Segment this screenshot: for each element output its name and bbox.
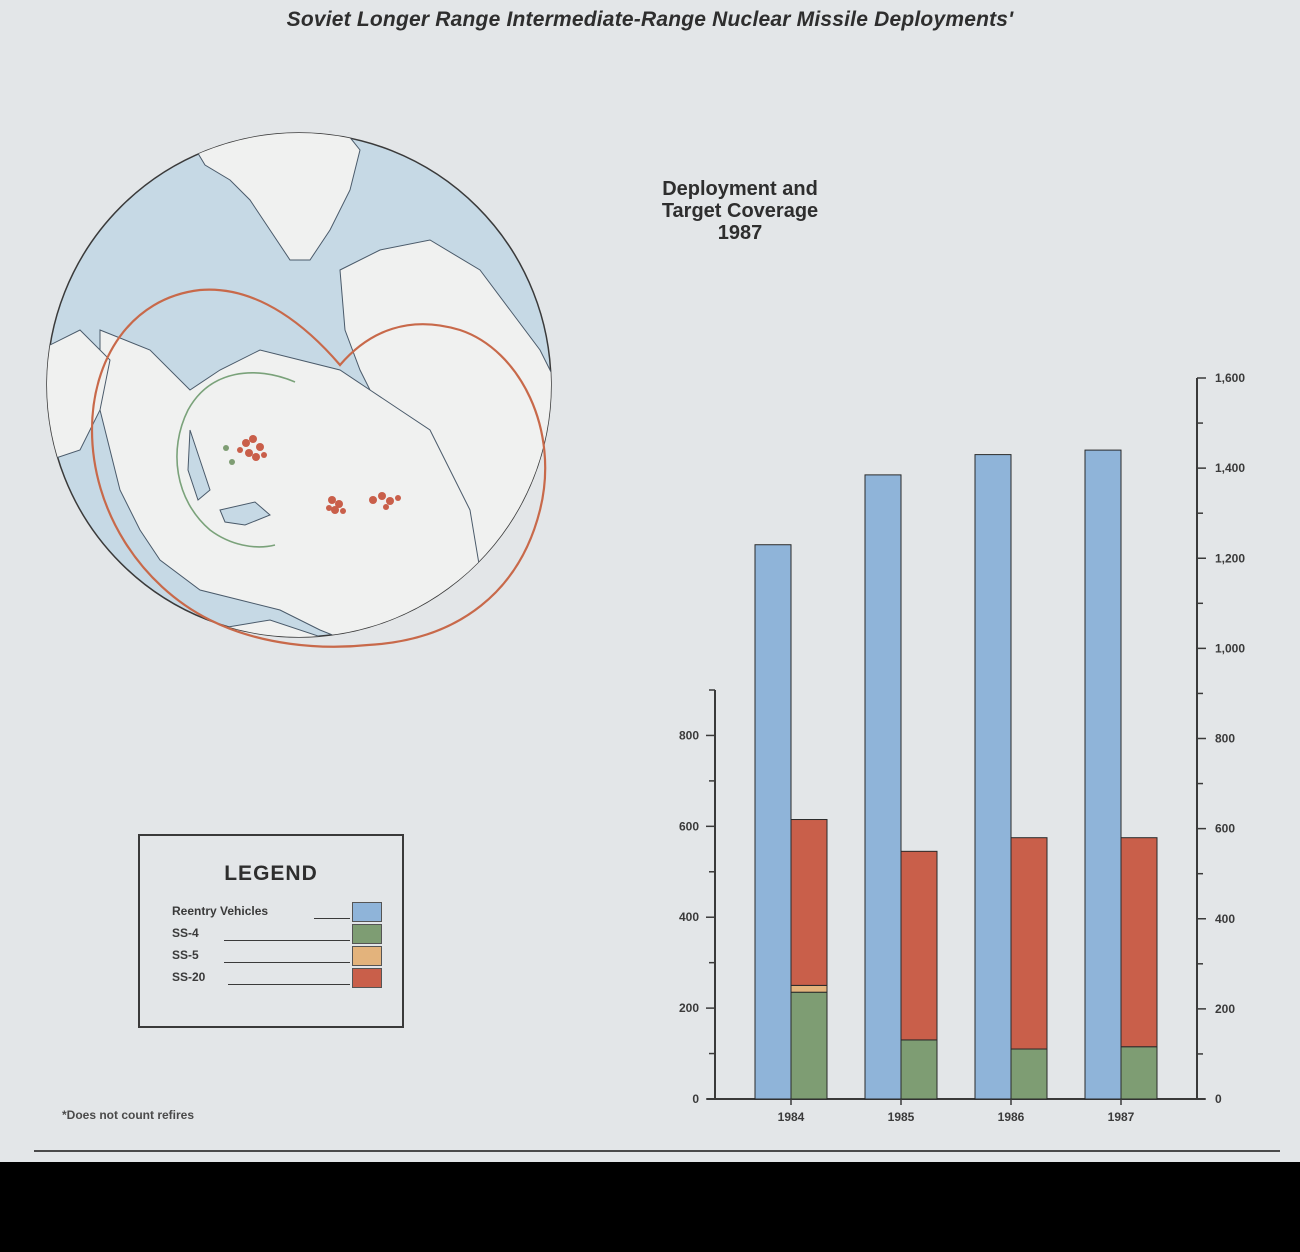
footnote: *Does not count refires: [62, 1108, 195, 1122]
left-axis-tick-label: 800: [679, 728, 699, 742]
left-axis-tick-label: 600: [679, 819, 699, 833]
right-axis-tick-label: 1,600: [1215, 371, 1245, 385]
legend-leader-line: [224, 962, 350, 963]
legend-swatch: [352, 924, 382, 944]
bar-reentry-vehicles: [864, 474, 902, 1100]
left-axis-tick-label: 400: [679, 910, 699, 924]
x-axis-tick-label: 1987: [1108, 1110, 1135, 1124]
legend-item-ss-20: SS-20: [172, 968, 382, 988]
legend-leader-line: [228, 984, 350, 985]
legend: LEGEND Reentry Vehicles SS-4 SS-5 SS-20: [138, 834, 404, 1028]
bar-reentry-vehicles: [754, 544, 792, 1100]
legend-label: SS-5: [172, 948, 199, 962]
legend-leader-line: [314, 918, 350, 919]
bottom-band: [0, 1162, 1300, 1252]
legend-swatch: [352, 946, 382, 966]
map-caption-line-3: 1987: [717, 222, 763, 244]
left-axis-tick-label: 0: [692, 1092, 699, 1106]
divider-rule: [34, 1150, 1280, 1152]
bar-segment-ss-4: [1120, 1046, 1158, 1100]
bar-segment-ss-4: [790, 991, 828, 1100]
bar-segment-ss-20: [900, 850, 938, 1041]
right-axis-tick-label: 1,000: [1215, 641, 1245, 655]
caspian-sea: [187, 429, 211, 501]
right-axis-tick-label: 600: [1215, 822, 1235, 836]
ss20-deployment-sites: [237, 435, 401, 514]
bar-reentry-vehicles: [1084, 449, 1122, 1100]
page-title: Soviet Longer Range Intermediate-Range N…: [286, 8, 1014, 31]
legend-swatch: [352, 968, 382, 988]
slide: Soviet Longer Range Intermediate-Range N…: [34, 8, 1280, 1152]
legend-label: SS-4: [172, 926, 199, 940]
legend-item-reentry-vehicles: Reentry Vehicles: [172, 902, 382, 922]
x-axis-tick-label: 1984: [778, 1110, 805, 1124]
right-axis-tick-label: 0: [1215, 1092, 1222, 1106]
coverage-outline: [90, 288, 547, 648]
legend-label: SS-20: [172, 970, 206, 984]
right-axis-tick-label: 1,200: [1215, 551, 1245, 565]
legend-item-ss-4: SS-4: [172, 924, 382, 944]
legend-leader-line: [224, 940, 350, 941]
bar-segment-ss-4: [1010, 1048, 1048, 1100]
right-axis-tick-label: 1,400: [1215, 461, 1245, 475]
map-caption: Deployment and Target Coverage 1987: [600, 178, 880, 244]
ss4-range-arc: [176, 372, 296, 548]
bar-reentry-vehicles: [974, 454, 1012, 1100]
bar-segment-ss-20: [1010, 837, 1048, 1050]
coverage-globe-map: [46, 132, 552, 648]
bar-segment-ss-4: [900, 1039, 938, 1100]
legend-label: Reentry Vehicles: [172, 904, 269, 918]
x-axis-tick-label: 1986: [998, 1110, 1025, 1124]
land-greenland: [189, 133, 361, 261]
bar-segment-ss-5: [790, 984, 828, 993]
deployment-bar-chart: 0 200 400 600 800 0 200 400 600 800 1,000 1,200 1,40…: [679, 371, 1245, 1124]
land-masses: [47, 133, 551, 637]
legend-title: LEGEND: [224, 862, 318, 885]
left-axis-tick-label: 200: [679, 1001, 699, 1015]
ss4-deployment-sites: [223, 445, 235, 465]
map-caption-line-2: Target Coverage: [661, 200, 819, 222]
right-axis-tick-label: 800: [1215, 732, 1235, 746]
legend-swatch: [352, 902, 382, 922]
legend-item-ss-5: SS-5: [172, 946, 382, 966]
black-sea: [219, 501, 271, 526]
land-south-asia: [209, 619, 361, 637]
bar-segment-ss-20: [1120, 837, 1158, 1048]
right-axis-tick-label: 400: [1215, 912, 1235, 926]
bar-segment-ss-20: [790, 819, 828, 986]
map-caption-line-1: Deployment and: [662, 178, 818, 200]
land-africa: [47, 329, 111, 461]
x-axis-tick-label: 1985: [888, 1110, 915, 1124]
right-axis-tick-label: 200: [1215, 1002, 1235, 1016]
